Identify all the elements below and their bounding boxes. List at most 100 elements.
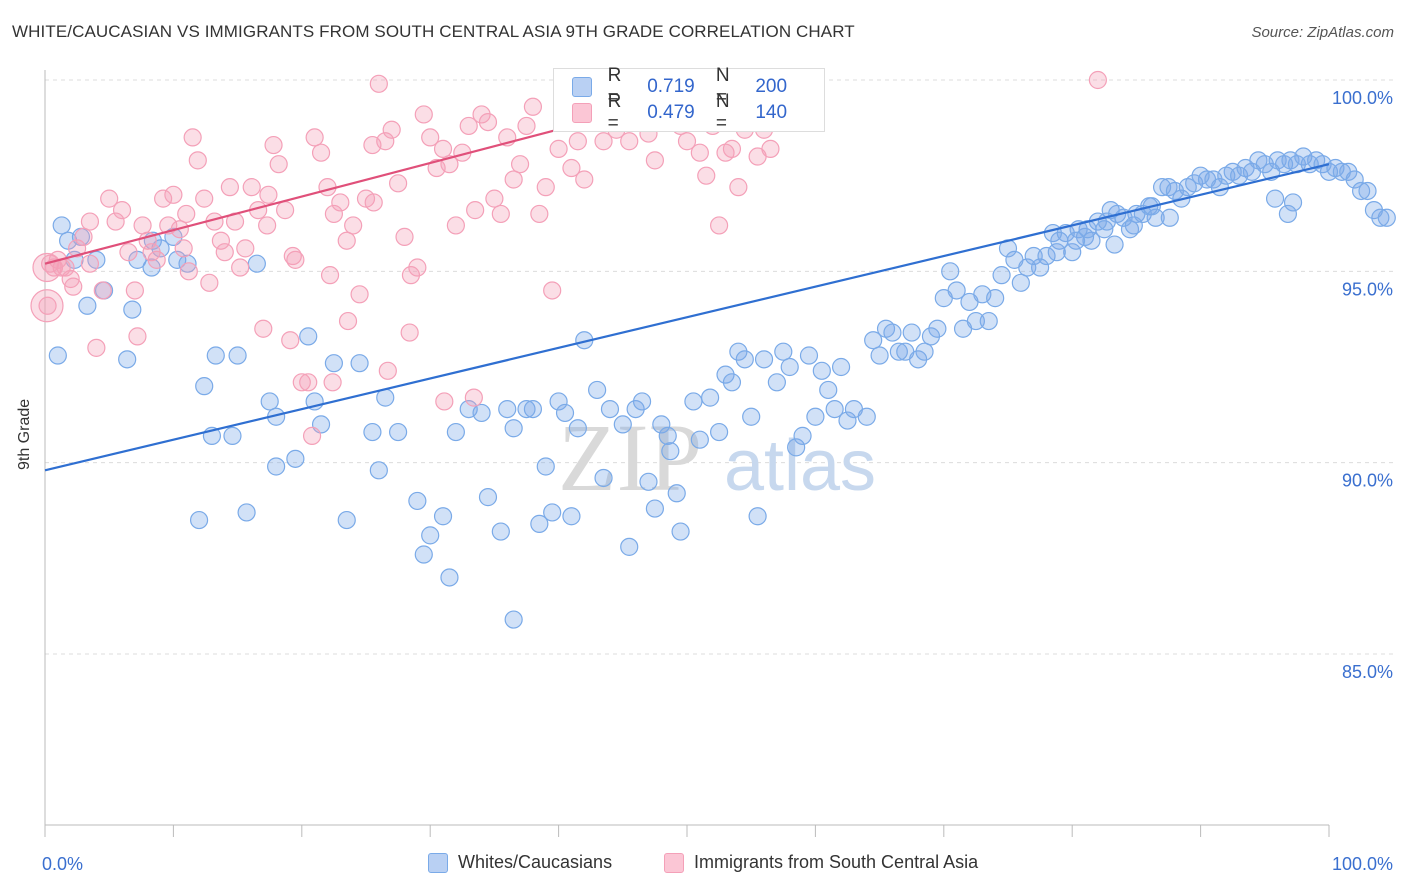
point-immigrants [389, 174, 408, 193]
point-whites [774, 342, 793, 361]
point-immigrants [543, 281, 562, 300]
point-whites [478, 488, 498, 507]
y-tick-label: 85.0% [1342, 662, 1393, 682]
legend-swatch-immigrants [572, 103, 592, 123]
point-immigrants [154, 189, 173, 208]
point-whites [1011, 273, 1030, 292]
point-immigrants [320, 266, 340, 285]
legend-r-label: R = [607, 91, 622, 134]
point-immigrants [30, 289, 64, 323]
point-immigrants [164, 185, 183, 204]
watermark-zip: ZIP [558, 404, 702, 511]
point-immigrants [376, 132, 395, 151]
point-immigrants [504, 170, 523, 189]
point-whites [915, 342, 934, 361]
point-immigrants [378, 361, 397, 380]
point-whites [52, 216, 71, 235]
point-immigrants [311, 143, 331, 162]
point-immigrants [236, 239, 255, 258]
point-whites [701, 388, 720, 407]
point-whites [178, 254, 197, 273]
point-whites [799, 346, 819, 365]
point-immigrants [299, 373, 318, 392]
point-immigrants [594, 132, 613, 151]
point-whites [889, 342, 908, 361]
point-immigrants [133, 216, 152, 235]
point-immigrants [179, 262, 198, 281]
point-immigrants [677, 132, 697, 151]
point-immigrants [645, 151, 665, 170]
point-immigrants [220, 178, 239, 197]
point-immigrants [400, 323, 419, 342]
legend-r-value: 0.479 [647, 102, 695, 123]
point-immigrants [100, 189, 119, 208]
point-whites [819, 380, 838, 400]
point-whites [286, 449, 305, 468]
point-immigrants [195, 189, 214, 208]
point-whites [986, 289, 1005, 308]
point-whites [168, 250, 187, 269]
point-whites [260, 392, 279, 411]
data-points [30, 70, 1396, 629]
point-whites [902, 323, 921, 342]
point-whites [562, 507, 581, 526]
point-immigrants [242, 178, 261, 197]
point-immigrants [690, 143, 709, 162]
point-immigrants [408, 258, 427, 277]
point-whites [992, 266, 1011, 285]
point-whites [1024, 246, 1043, 266]
point-immigrants [32, 252, 62, 283]
point-whites [1066, 231, 1086, 250]
point-whites [709, 422, 729, 442]
point-immigrants [64, 277, 83, 296]
point-immigrants [215, 243, 234, 262]
point-immigrants [254, 319, 273, 338]
point-immigrants [575, 170, 594, 189]
point-whites [645, 499, 665, 518]
point-immigrants [549, 139, 568, 158]
point-immigrants [382, 120, 401, 139]
series-legend-immigrants[interactable]: Immigrants from South Central Asia [664, 852, 978, 873]
point-whites [369, 461, 388, 480]
point-whites [722, 373, 742, 392]
point-immigrants [435, 392, 454, 411]
x-tick-label: 0.0% [42, 854, 83, 874]
point-whites [667, 484, 686, 503]
point-immigrants [292, 373, 311, 392]
point-whites [433, 507, 453, 526]
series-legend-whites[interactable]: Whites/Caucasians [428, 852, 612, 873]
source-label: Source: ZipAtlas.com [1251, 24, 1394, 41]
point-immigrants [421, 128, 440, 147]
stats-legend: R = 0.719 N = 200 R = 0.479 N = 140 [553, 65, 825, 134]
point-whites [735, 350, 754, 369]
point-immigrants [87, 338, 106, 357]
point-whites [337, 510, 356, 530]
point-immigrants [338, 311, 358, 331]
point-whites [247, 254, 266, 273]
point-whites [549, 392, 568, 411]
point-whites [793, 426, 812, 445]
point-whites [831, 357, 851, 377]
watermark: ZIP atlas [558, 404, 876, 511]
point-immigrants [200, 273, 219, 292]
point-whites [806, 407, 825, 426]
point-immigrants [729, 178, 748, 197]
point-whites [1265, 189, 1285, 208]
point-immigrants [80, 254, 100, 273]
point-whites [966, 311, 986, 331]
point-whites [870, 346, 889, 365]
point-whites [324, 354, 343, 373]
series-label-immigrants: Immigrants from South Central Asia [694, 852, 979, 872]
point-immigrants [302, 426, 322, 445]
point-whites [568, 419, 587, 438]
point-whites [748, 507, 767, 526]
point-immigrants [67, 239, 87, 258]
point-whites [1082, 231, 1101, 250]
point-immigrants [568, 132, 587, 151]
point-whites [223, 426, 242, 445]
point-whites [78, 296, 97, 315]
point-whites [742, 407, 761, 426]
point-whites [883, 323, 902, 342]
point-immigrants [620, 132, 639, 151]
point-whites [652, 415, 671, 434]
